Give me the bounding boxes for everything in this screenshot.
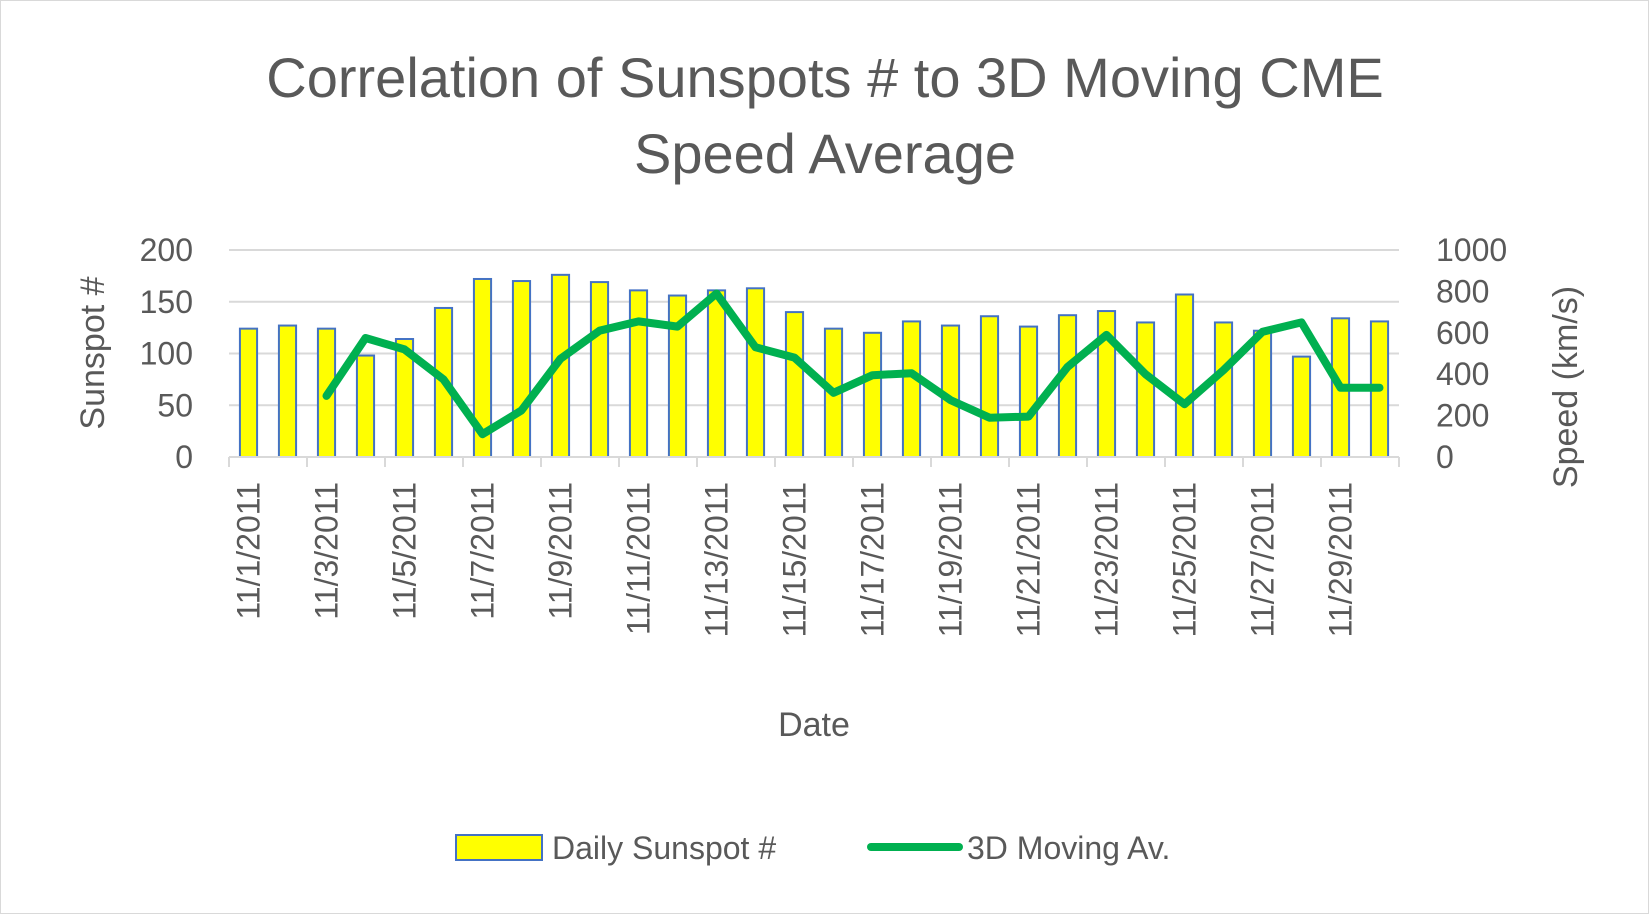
sunspot-bar (901, 320, 922, 459)
moving-average-line (322, 289, 1384, 439)
x-tick-label: 11/7/2011 (465, 482, 501, 620)
x-tick-label: 11/3/2011 (309, 482, 345, 620)
sunspot-bar (784, 311, 805, 458)
sunspot-bar (355, 354, 376, 459)
y-tick-label: 0 (175, 439, 193, 475)
sunspot-bar (706, 289, 727, 458)
bar-series (238, 273, 1390, 459)
x-axis-title: Date (778, 706, 850, 744)
x-tick-label: 11/19/2011 (933, 482, 969, 637)
chart-title: Correlation of Sunspots # to 3D Moving C… (266, 46, 1383, 185)
sunspot-bar (1174, 293, 1195, 458)
x-tick-label: 11/29/2011 (1323, 482, 1359, 637)
y-tick-label: 150 (140, 284, 193, 320)
axes (228, 456, 1400, 467)
sunspot-bar (628, 289, 649, 458)
sunspot-bar (1213, 321, 1234, 459)
legend-label-sunspot: Daily Sunspot # (552, 830, 776, 866)
y2-tick-label: 400 (1436, 356, 1489, 392)
x-tick-label: 11/13/2011 (699, 482, 735, 637)
chart-title-line: Correlation of Sunspots # to 3D Moving C… (266, 46, 1383, 109)
gridlines (229, 249, 1399, 407)
sunspot-bar (979, 315, 1000, 458)
x-tick-label: 11/25/2011 (1167, 482, 1203, 637)
x-tick-label: 11/11/2011 (621, 482, 657, 635)
sunspot-bar (745, 287, 766, 459)
chart-title-line: Speed Average (634, 122, 1016, 185)
tick-labels: 0 50 100 150 200 0 200 400 600 800 1000 11/1/2011 11… (74, 232, 1585, 744)
sunspot-bar (1018, 325, 1039, 458)
legend: Daily Sunspot # 3D Moving Av. (455, 830, 1170, 866)
sunspot-bar (277, 324, 298, 458)
sunspot-bar (238, 327, 259, 458)
y2-tick-label: 600 (1436, 315, 1489, 351)
y2-tick-label: 800 (1436, 273, 1489, 309)
y-tick-label: 50 (157, 387, 193, 423)
sunspot-bar (862, 331, 883, 458)
sunspot-bar (1057, 314, 1078, 458)
sunspot-bar (1252, 329, 1273, 459)
x-tick-label: 11/1/2011 (231, 482, 267, 620)
y-axis-title: Sunspot # (74, 276, 112, 429)
sunspot-bar (1291, 355, 1312, 459)
x-tick-label: 11/23/2011 (1089, 482, 1125, 637)
x-tick-label: 11/27/2011 (1245, 482, 1281, 637)
x-tick-label: 11/21/2011 (1011, 482, 1047, 637)
y2-tick-label: 200 (1436, 398, 1489, 434)
x-tick-label: 11/17/2011 (855, 482, 891, 637)
sunspot-bar (1135, 321, 1156, 459)
y-tick-label: 100 (140, 336, 193, 372)
sunspot-bar (511, 280, 532, 458)
legend-label-moving-avg: 3D Moving Av. (967, 830, 1170, 866)
x-tick-label: 11/9/2011 (543, 482, 579, 620)
x-tick-label: 11/5/2011 (387, 482, 423, 620)
y2-tick-label: 0 (1436, 439, 1454, 475)
x-tick-label: 11/15/2011 (777, 482, 813, 637)
y-tick-label: 200 (140, 232, 193, 268)
y2-tick-label: 1000 (1436, 232, 1507, 268)
legend-bar-swatch (455, 834, 543, 861)
line-series (322, 289, 1384, 439)
y2-axis-title: Speed (km/s) (1547, 286, 1585, 488)
sunspot-bar (589, 281, 610, 458)
